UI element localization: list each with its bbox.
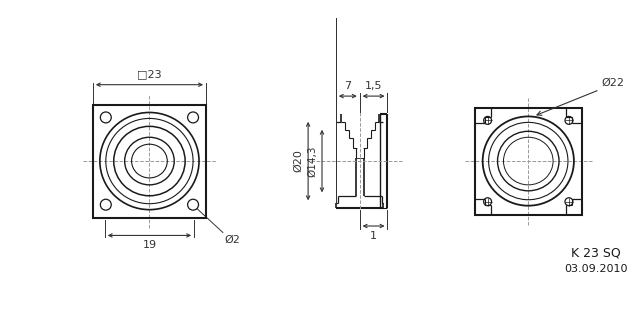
Text: Ø22: Ø22	[601, 78, 625, 88]
Text: 1,5: 1,5	[365, 81, 383, 91]
Text: Ø20: Ø20	[293, 150, 303, 172]
Text: □23: □23	[137, 70, 162, 80]
Text: 1: 1	[370, 231, 377, 241]
Text: Ø14,3: Ø14,3	[307, 145, 317, 177]
Bar	[93, 104, 206, 218]
Text: K 23 SQ: K 23 SQ	[571, 247, 621, 260]
Text: Ø2: Ø2	[225, 235, 241, 245]
Text: 7: 7	[345, 81, 352, 91]
Text: 19: 19	[142, 240, 156, 250]
Text: 03.09.2010: 03.09.2010	[564, 264, 627, 274]
Bar	[475, 108, 582, 215]
